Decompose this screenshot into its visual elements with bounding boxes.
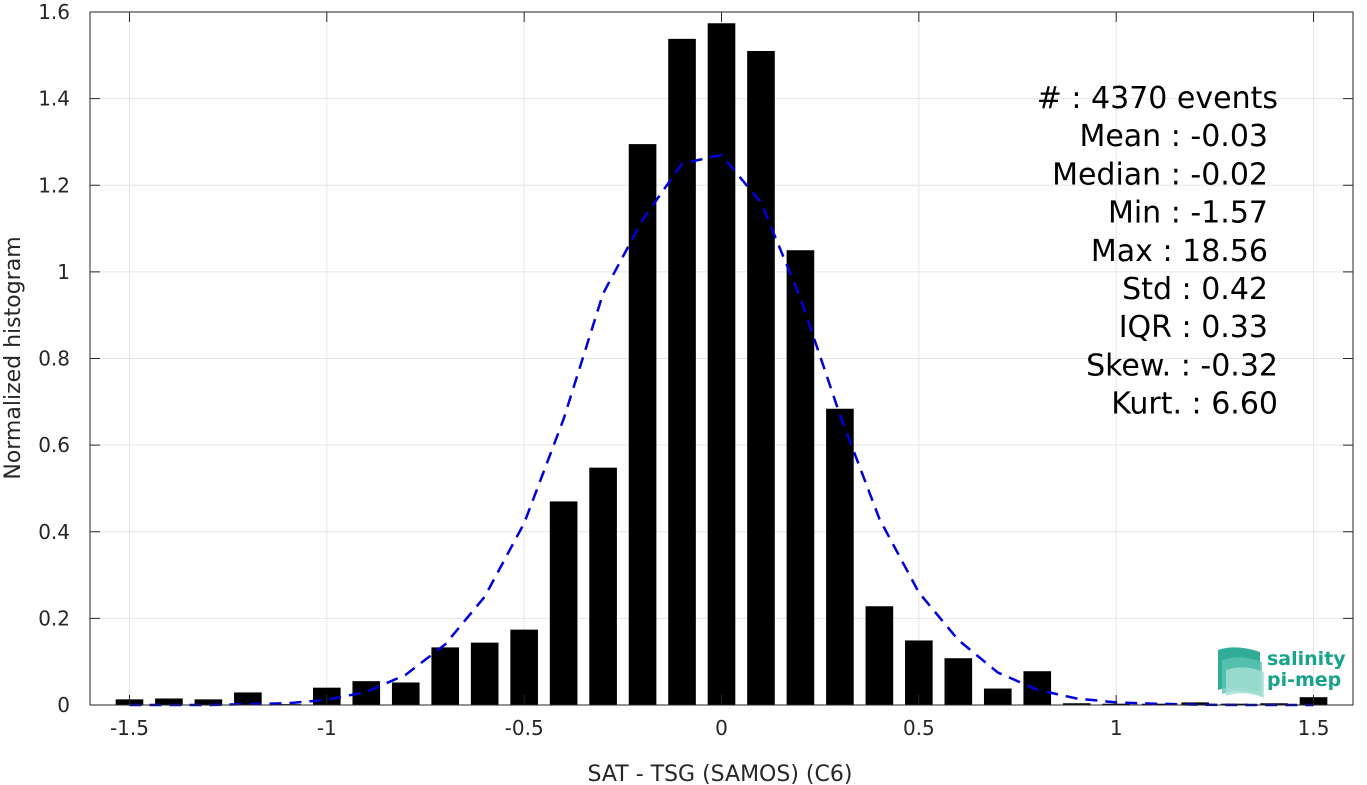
x-tick-label: 1 <box>1110 716 1123 740</box>
y-tick-label: 1.2 <box>38 173 70 197</box>
histogram-bar <box>510 629 538 705</box>
salinity-pi-mep-logo: salinity pi-mep <box>1218 647 1346 698</box>
x-tick-label: 0 <box>715 716 728 740</box>
logo-line1: salinity <box>1267 648 1346 670</box>
histogram-bar <box>865 606 894 705</box>
stat-annotation: Mean : -0.03 <box>1079 119 1268 154</box>
x-tick-label: -1.5 <box>110 716 149 740</box>
stat-annotation: Skew. : -0.32 <box>1086 348 1278 383</box>
y-tick-label: 0.2 <box>38 606 70 630</box>
histogram-bar <box>234 692 262 705</box>
histogram-bar <box>668 38 696 705</box>
histogram-bar <box>391 682 420 705</box>
x-tick-label: 0.5 <box>903 716 935 740</box>
y-tick-label: 0.8 <box>38 347 70 371</box>
histogram-bar <box>1062 703 1091 705</box>
logo-line2: pi-mep <box>1267 669 1341 691</box>
stat-annotation: # : 4370 events <box>1037 81 1278 116</box>
histogram-bar <box>155 698 183 705</box>
histogram-bar <box>826 408 854 705</box>
x-tick-label: -0.5 <box>505 716 544 740</box>
y-tick-label: 1.4 <box>38 87 70 111</box>
stat-annotation: Min : -1.57 <box>1108 196 1268 231</box>
stat-annotation: Std : 0.42 <box>1122 272 1268 307</box>
stat-annotation: Median : -0.02 <box>1052 157 1268 192</box>
histogram-bars <box>115 23 1328 706</box>
wave-logo-icon <box>1218 647 1264 698</box>
histogram-bar <box>983 688 1012 705</box>
y-axis-label: Normalized histogram <box>1 236 26 479</box>
histogram-bar <box>589 467 617 705</box>
y-tick-label: 1.6 <box>38 0 70 24</box>
y-tick-label: 1 <box>57 260 70 284</box>
histogram-bar <box>905 640 933 705</box>
stat-annotation: Kurt. : 6.60 <box>1111 387 1278 422</box>
stat-annotation: Max : 18.56 <box>1091 234 1268 269</box>
histogram-bar <box>786 250 815 705</box>
histogram-bar <box>549 501 578 705</box>
y-tick-label: 0.6 <box>38 433 70 457</box>
histogram-bar <box>747 50 775 705</box>
x-axis-label: SAT - TSG (SAMOS) (C6) <box>588 762 853 785</box>
histogram-bar <box>431 647 460 705</box>
y-tick-label: 0 <box>57 693 70 717</box>
x-tick-label: 1.5 <box>1298 716 1330 740</box>
histogram-bar <box>352 681 381 705</box>
x-tick-label: -1 <box>317 716 337 740</box>
histogram-bar <box>707 23 736 706</box>
histogram-bar <box>628 144 657 705</box>
histogram-bar <box>194 699 223 705</box>
histogram-bar <box>944 658 973 705</box>
histogram-bar <box>1023 671 1052 705</box>
y-tick-label: 0.4 <box>38 520 70 544</box>
axis-ticks: -1.5 -1 -0.5 0 0.5 1 1.5 0 0.2 0.4 0.6 0.8 1 1.2 1.4 1.… <box>38 0 1353 740</box>
histogram-bar <box>470 642 499 705</box>
stat-annotation: IQR : 0.33 <box>1119 310 1268 345</box>
